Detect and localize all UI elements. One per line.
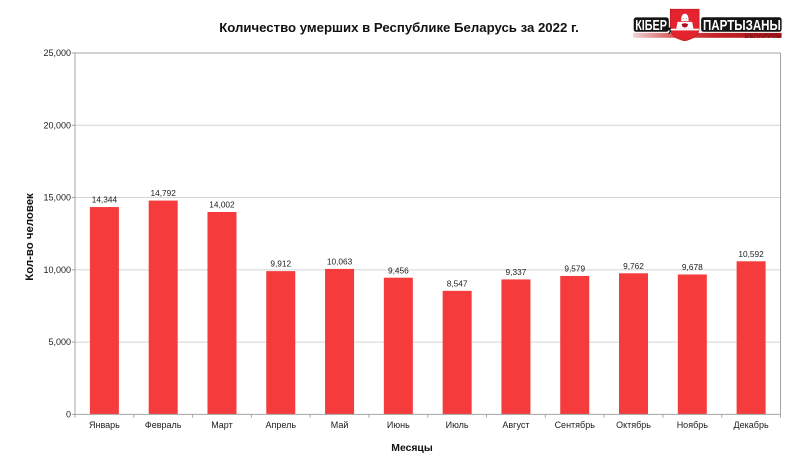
svg-text:Декабрь: Декабрь: [734, 420, 769, 430]
svg-text:Количество умерших в Республик: Количество умерших в Республике Беларусь…: [219, 20, 579, 35]
svg-text:9,579: 9,579: [564, 264, 585, 274]
svg-text:10,063: 10,063: [327, 257, 353, 267]
svg-text:20,000: 20,000: [43, 120, 71, 130]
svg-text:8,547: 8,547: [447, 278, 468, 288]
svg-text:Месяцы: Месяцы: [391, 443, 433, 454]
svg-text:14,792: 14,792: [150, 188, 176, 198]
svg-text:Ноябрь: Ноябрь: [677, 420, 709, 430]
svg-text:9,678: 9,678: [682, 262, 703, 272]
svg-text:9,912: 9,912: [270, 259, 291, 269]
svg-text:Август: Август: [502, 420, 529, 430]
svg-text:ПАРТЫЗАНЫ: ПАРТЫЗАНЫ: [703, 17, 781, 34]
svg-text:Сентябрь: Сентябрь: [555, 420, 596, 430]
svg-text:Апрель: Апрель: [266, 420, 297, 430]
svg-text:9,337: 9,337: [506, 267, 527, 277]
svg-text:0: 0: [66, 410, 71, 420]
svg-text:Октябрь: Октябрь: [616, 420, 651, 430]
svg-text:БЕЛАРУСЬ: БЕЛАРУСЬ: [745, 33, 782, 40]
svg-text:5,000: 5,000: [48, 337, 71, 347]
svg-text:Июнь: Июнь: [387, 420, 410, 430]
svg-text:9,456: 9,456: [388, 265, 409, 275]
svg-text:Май: Май: [331, 420, 349, 430]
svg-text:10,592: 10,592: [738, 249, 764, 259]
svg-text:25,000: 25,000: [43, 48, 71, 58]
svg-text:КІБЕР: КІБЕР: [635, 16, 667, 33]
svg-text:14,002: 14,002: [209, 200, 235, 210]
svg-text:15,000: 15,000: [43, 193, 71, 203]
svg-text:Кол-во человек: Кол-во человек: [24, 193, 36, 281]
svg-text:Февраль: Февраль: [145, 420, 182, 430]
svg-text:Март: Март: [211, 420, 233, 430]
svg-text:10,000: 10,000: [43, 265, 71, 275]
svg-text:Январь: Январь: [89, 420, 120, 430]
svg-text:14,344: 14,344: [92, 195, 118, 205]
svg-text:Июль: Июль: [446, 420, 469, 430]
svg-text:9,762: 9,762: [623, 261, 644, 271]
